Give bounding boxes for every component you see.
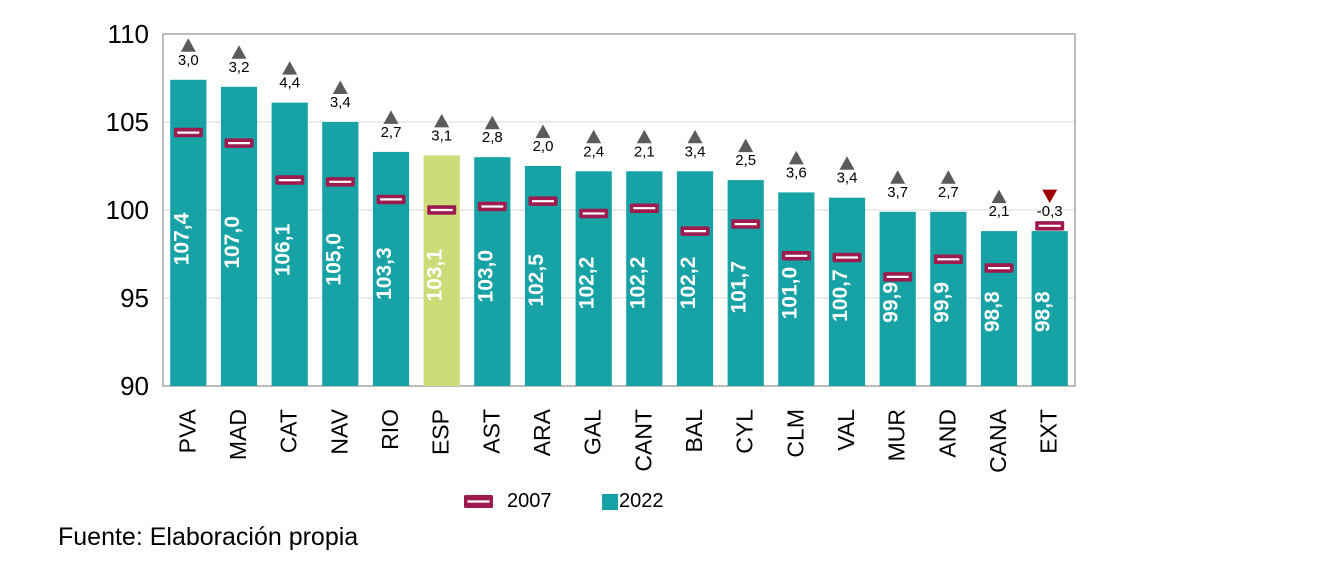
svg-text:2,7: 2,7 [938,184,959,201]
svg-text:ESP: ESP [428,409,454,455]
svg-text:95: 95 [120,283,149,313]
svg-text:-0,3: -0,3 [1037,203,1063,220]
svg-text:3,4: 3,4 [330,94,351,111]
svg-text:GAL: GAL [580,409,606,455]
svg-text:102,2: 102,2 [677,257,700,310]
svg-text:EXT: EXT [1036,409,1062,454]
svg-text:Fuente: Elaboración propia: Fuente: Elaboración propia [58,523,358,551]
svg-text:ARA: ARA [529,408,555,456]
svg-text:98,8: 98,8 [981,291,1004,332]
svg-text:2022: 2022 [619,490,664,512]
svg-text:3,6: 3,6 [786,164,807,181]
svg-text:2,8: 2,8 [482,129,503,146]
svg-text:102,5: 102,5 [525,254,548,307]
svg-text:103,0: 103,0 [474,250,497,303]
svg-text:3,1: 3,1 [431,127,452,144]
svg-text:106,1: 106,1 [272,223,295,276]
svg-text:3,4: 3,4 [837,170,858,187]
svg-text:105: 105 [106,107,149,137]
svg-text:102,2: 102,2 [576,257,599,310]
svg-text:AND: AND [934,409,960,458]
svg-text:3,2: 3,2 [229,59,250,76]
svg-text:2007: 2007 [507,490,552,512]
svg-text:NAV: NAV [326,408,352,454]
svg-text:90: 90 [120,371,149,401]
svg-text:CLM: CLM [782,409,808,458]
svg-text:110: 110 [108,19,149,49]
svg-text:99,9: 99,9 [880,282,903,323]
svg-text:MAD: MAD [225,409,251,460]
svg-text:AST: AST [478,409,504,454]
svg-text:2,7: 2,7 [381,124,402,141]
svg-text:2,5: 2,5 [735,152,756,169]
svg-text:CYL: CYL [732,409,758,454]
svg-text:CANT: CANT [630,409,656,472]
svg-text:4,4: 4,4 [279,75,300,92]
svg-text:2,0: 2,0 [533,138,554,155]
svg-text:107,4: 107,4 [170,212,193,265]
svg-text:100: 100 [106,195,149,225]
svg-text:102,2: 102,2 [626,257,649,310]
svg-text:98,8: 98,8 [1032,291,1055,332]
svg-text:2,1: 2,1 [634,143,655,160]
svg-text:103,1: 103,1 [424,249,447,302]
svg-text:105,0: 105,0 [322,233,345,286]
svg-text:2,1: 2,1 [989,203,1010,220]
svg-text:MUR: MUR [884,409,910,461]
svg-text:107,0: 107,0 [221,216,244,269]
svg-text:103,3: 103,3 [373,247,396,300]
svg-text:101,7: 101,7 [728,261,751,314]
svg-text:2,4: 2,4 [583,143,604,160]
svg-text:CAT: CAT [276,409,302,453]
svg-text:BAL: BAL [681,409,707,453]
svg-text:CANA: CANA [985,408,1011,473]
svg-text:3,0: 3,0 [178,52,199,69]
svg-text:VAL: VAL [833,409,859,451]
svg-text:99,9: 99,9 [930,282,953,323]
svg-text:101,0: 101,0 [778,267,801,320]
svg-text:100,7: 100,7 [829,269,852,322]
svg-text:RIO: RIO [377,409,403,450]
svg-text:3,4: 3,4 [685,143,706,160]
svg-text:3,7: 3,7 [887,184,908,201]
svg-text:PVA: PVA [174,408,200,453]
